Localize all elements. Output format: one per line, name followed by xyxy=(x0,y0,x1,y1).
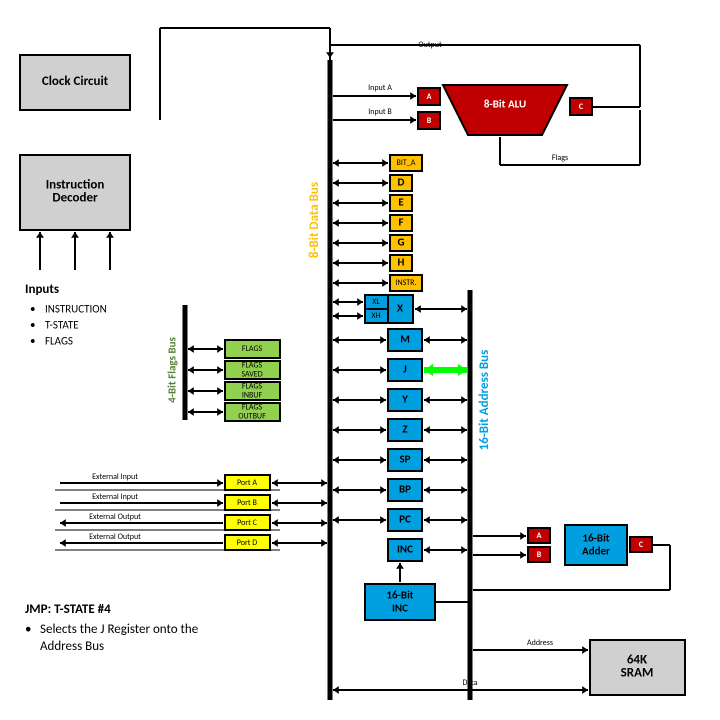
svg-text:16-Bit Address Bus: 16-Bit Address Bus xyxy=(477,350,492,451)
svg-text:F: F xyxy=(398,216,403,229)
svg-text:B: B xyxy=(427,116,432,126)
svg-text:XL: XL xyxy=(372,297,380,307)
svg-text:INSTRUCTION: INSTRUCTION xyxy=(45,303,107,316)
svg-text:Port A: Port A xyxy=(237,478,257,488)
svg-text:Inputs: Inputs xyxy=(25,282,59,297)
svg-text:Port B: Port B xyxy=(237,498,257,508)
svg-text:Y: Y xyxy=(401,393,408,406)
svg-text:External Output: External Output xyxy=(89,532,141,542)
svg-text:H: H xyxy=(398,256,405,269)
svg-text:FLAGS: FLAGS xyxy=(242,344,263,354)
svg-text:Address: Address xyxy=(527,638,553,648)
svg-text:E: E xyxy=(398,196,403,209)
svg-text:A: A xyxy=(537,531,542,541)
svg-text:Flags: Flags xyxy=(552,153,568,163)
svg-text:Port D: Port D xyxy=(237,538,257,548)
svg-text:Clock Circuit: Clock Circuit xyxy=(42,74,109,89)
svg-text:FLAGSINBUF: FLAGSINBUF xyxy=(242,381,263,400)
svg-text:Data: Data xyxy=(462,678,477,688)
svg-text:4-Bit Flags Bus: 4-Bit Flags Bus xyxy=(166,336,179,402)
svg-text:XH: XH xyxy=(371,311,380,321)
svg-text:INC: INC xyxy=(397,543,413,556)
svg-text:M: M xyxy=(400,333,410,346)
svg-text:INSTR.: INSTR. xyxy=(395,278,416,288)
svg-text:Port C: Port C xyxy=(237,518,257,528)
svg-text:B: B xyxy=(537,550,542,560)
svg-text:Z: Z xyxy=(402,423,408,436)
svg-text:•: • xyxy=(30,303,35,316)
svg-text:A: A xyxy=(427,92,432,102)
svg-text:BIT_A: BIT_A xyxy=(397,158,416,168)
svg-text:External Output: External Output xyxy=(89,512,141,522)
cpu-architecture-diagram: Clock Circuit InstructionDecoder Inputs • IN… xyxy=(0,0,720,720)
svg-text:Input A: Input A xyxy=(368,83,392,93)
svg-text:PC: PC xyxy=(399,513,411,526)
svg-text:8-Bit Data Bus: 8-Bit Data Bus xyxy=(307,182,322,258)
svg-text:FLAGSOUTBUF: FLAGSOUTBUF xyxy=(238,402,266,421)
svg-text:Input B: Input B xyxy=(368,107,392,117)
svg-text:T-STATE: T-STATE xyxy=(45,319,79,332)
svg-text:External Input: External Input xyxy=(92,492,138,502)
svg-text:D: D xyxy=(398,176,405,189)
svg-text:J: J xyxy=(403,363,407,376)
svg-text:FLAGSSAVED: FLAGSSAVED xyxy=(241,360,262,379)
svg-text:JMP: T-STATE #4: JMP: T-STATE #4 xyxy=(25,602,111,617)
svg-text:X: X xyxy=(397,302,404,315)
svg-text:•: • xyxy=(30,335,35,348)
svg-text:FLAGS: FLAGS xyxy=(45,335,73,348)
svg-text:G: G xyxy=(397,236,404,249)
svg-text:External Input: External Input xyxy=(92,472,138,482)
svg-text:Selects the J Register onto th: Selects the J Register onto the xyxy=(40,622,198,637)
svg-text:Address Bus: Address Bus xyxy=(40,639,104,654)
svg-text:SP: SP xyxy=(399,453,410,466)
svg-text:•: • xyxy=(25,622,31,637)
svg-text:16-BitAdder: 16-BitAdder xyxy=(582,531,610,557)
svg-text:InstructionDecoder: InstructionDecoder xyxy=(46,178,105,206)
svg-text:BP: BP xyxy=(399,483,411,496)
svg-text:8-Bit ALU: 8-Bit ALU xyxy=(484,98,526,111)
svg-text:Output: Output xyxy=(418,40,442,50)
svg-text:•: • xyxy=(30,319,35,332)
